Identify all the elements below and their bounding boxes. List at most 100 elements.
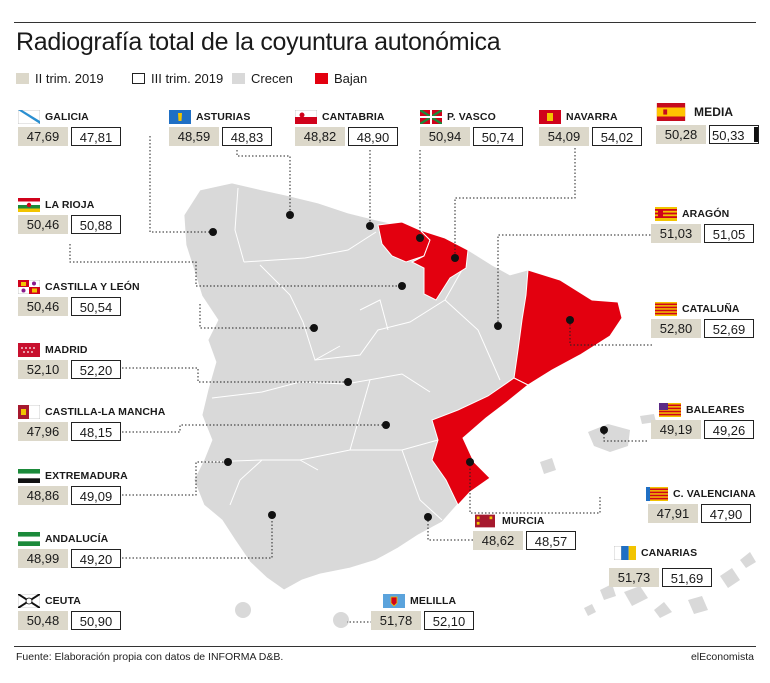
- brand-logo: elEconomista: [690, 651, 754, 663]
- source-note: Fuente: Elaboración propia con datos de …: [16, 651, 284, 663]
- value-q2: 48,59: [169, 127, 219, 146]
- spain-flag-icon: [656, 103, 686, 121]
- value-q3: 49,09: [71, 486, 121, 505]
- top-rule: [14, 22, 756, 23]
- la-rioja-flag-icon: [18, 198, 40, 212]
- value-q2: 48,82: [295, 127, 345, 146]
- region-markers: [209, 211, 608, 521]
- value-q3: 48,57: [526, 531, 576, 550]
- value-q2: 49,19: [651, 420, 701, 439]
- value-q3: 52,10: [424, 611, 474, 630]
- legend-label-q2: II trim. 2019: [35, 71, 104, 86]
- legend-swatch-crecen: [232, 73, 245, 84]
- region-name: LA RIOJA: [45, 199, 95, 211]
- value-q2: 50,94: [420, 127, 470, 146]
- region-name: ASTURIAS: [196, 111, 251, 123]
- madrid-flag-icon: [18, 343, 40, 357]
- value-q2: 51,03: [651, 224, 701, 243]
- value-q2: 47,96: [18, 422, 68, 441]
- value-q2: 51,78: [371, 611, 421, 630]
- value-q2: 54,09: [539, 127, 589, 146]
- value-q2: 48,62: [473, 531, 523, 550]
- value-q2: 47,91: [648, 504, 698, 523]
- region-name: NAVARRA: [566, 111, 618, 123]
- region-name: MURCIA: [502, 515, 545, 527]
- map-region-valencia: [431, 377, 529, 506]
- value-q2: 50,48: [18, 611, 68, 630]
- map-islands-canarias: [584, 552, 756, 618]
- castilla-la-mancha-flag-icon: [18, 405, 40, 419]
- cataluna-flag-icon: [655, 302, 677, 316]
- ceuta-flag-icon: [18, 594, 40, 608]
- value-q2: 47,69: [18, 127, 68, 146]
- value-q3: 47,90: [701, 504, 751, 523]
- map-region-navarra: [410, 229, 469, 301]
- baleares-flag-icon: [659, 403, 681, 417]
- canarias-flag-icon: [614, 546, 636, 560]
- pais-vasco-flag-icon: [420, 110, 442, 124]
- value-q3: 51,69: [662, 568, 712, 587]
- region-name: MEDIA: [694, 105, 734, 119]
- navarra-flag-icon: [539, 110, 561, 124]
- legend-swatch-bajan: [315, 73, 328, 84]
- value-q2: 50,28: [656, 125, 706, 144]
- legend-label-bajan: Bajan: [334, 71, 368, 86]
- map-ceuta: [235, 602, 251, 618]
- extremadura-flag-icon: [18, 469, 40, 483]
- media-bar-mark: [754, 127, 758, 142]
- bottom-rule: [14, 646, 756, 647]
- legend-label-q3: III trim. 2019: [151, 71, 224, 86]
- value-q3: 52,20: [71, 360, 121, 379]
- value-q3: 48,83: [222, 127, 272, 146]
- value-q2: 52,80: [651, 319, 701, 338]
- value-q2: 51,73: [609, 568, 659, 587]
- value-q3: 50,33: [709, 125, 759, 144]
- aragon-flag-icon: [655, 207, 677, 221]
- castilla-y-leon-flag-icon: [18, 280, 40, 294]
- legend-label-crecen: Crecen: [251, 71, 293, 86]
- region-name: CANTABRIA: [322, 111, 385, 123]
- galicia-flag-icon: [18, 110, 40, 124]
- region-name: C. VALENCIANA: [673, 488, 756, 500]
- map-region-borders: [203, 187, 501, 521]
- value-q2: 52,10: [18, 360, 68, 379]
- region-name: ANDALUCÍA: [45, 533, 109, 545]
- cantabria-flag-icon: [295, 110, 317, 124]
- value-q3: 49,26: [704, 420, 754, 439]
- value-q2: 48,99: [18, 549, 68, 568]
- region-name: GALICIA: [45, 111, 89, 123]
- asturias-flag-icon: [169, 110, 191, 124]
- murcia-flag-icon: [475, 514, 495, 528]
- region-name: MELILLA: [410, 595, 457, 607]
- value-q3: 52,69: [704, 319, 754, 338]
- region-name: EXTREMADURA: [45, 470, 128, 482]
- value-q3: 50,74: [473, 127, 523, 146]
- leader-lines: [69, 136, 675, 623]
- value-q2: 50,46: [18, 297, 68, 316]
- map-island-mallorca: [588, 424, 630, 452]
- value-q3: 50,90: [71, 611, 121, 630]
- region-name: CANARIAS: [641, 547, 698, 559]
- map-region-cataluna: [513, 269, 623, 386]
- region-name: CASTILLA Y LEÓN: [45, 281, 140, 293]
- valencia-flag-icon: [646, 487, 668, 501]
- value-q3: 54,02: [592, 127, 642, 146]
- region-name: MADRID: [45, 344, 88, 356]
- value-q3: 50,88: [71, 215, 121, 234]
- legend-swatch-q3: [132, 73, 145, 84]
- region-name: CATALUÑA: [682, 303, 740, 315]
- value-q3: 49,20: [71, 549, 121, 568]
- value-q2: 50,46: [18, 215, 68, 234]
- andalucia-flag-icon: [18, 532, 40, 546]
- value-q3: 48,90: [348, 127, 398, 146]
- value-q3: 51,05: [704, 224, 754, 243]
- region-name: CASTILLA-LA MANCHA: [45, 406, 166, 418]
- legend-swatch-q2: [16, 73, 29, 84]
- region-name: P. VASCO: [447, 111, 496, 123]
- region-name: CEUTA: [45, 595, 81, 607]
- map-island-ibiza: [540, 458, 556, 474]
- value-q3: 48,15: [71, 422, 121, 441]
- page-title: Radiografía total de la coyuntura autonó…: [16, 28, 501, 56]
- melilla-flag-icon: [383, 594, 405, 608]
